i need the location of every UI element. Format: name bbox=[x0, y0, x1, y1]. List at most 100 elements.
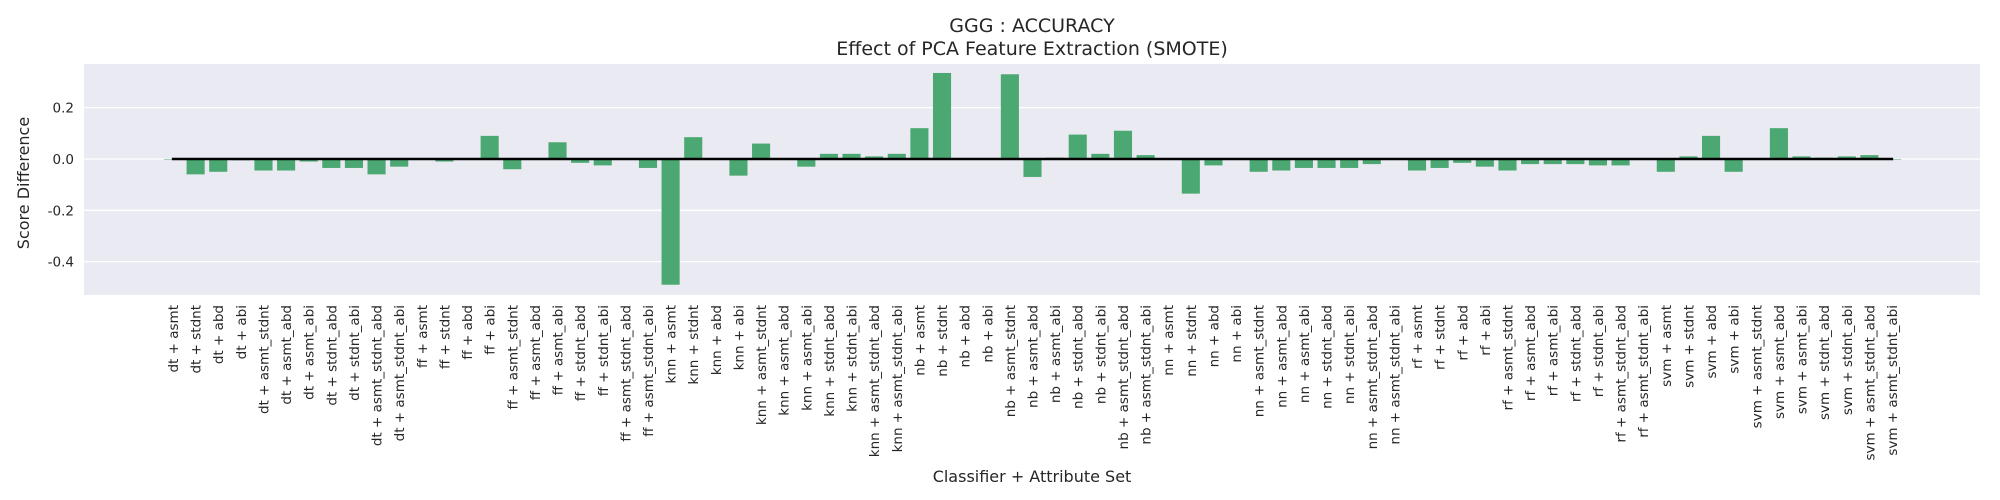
bar bbox=[1272, 158, 1291, 171]
x-tick-label: nn + stdnt_abd bbox=[1320, 305, 1336, 409]
bar bbox=[548, 142, 567, 159]
bar bbox=[842, 153, 861, 159]
x-tick-label: nb + stdnt_abd bbox=[1071, 305, 1087, 409]
x-tick-label: ff + asmt_stdnt_abi bbox=[641, 305, 657, 437]
bar bbox=[503, 158, 522, 170]
bar bbox=[1679, 156, 1698, 159]
x-tick-label: svm + abi bbox=[1727, 305, 1743, 374]
x-tick-label: dt + asmt_abd bbox=[279, 305, 295, 405]
bar bbox=[819, 153, 838, 159]
x-tick-label: nn + asmt_stdnt bbox=[1252, 305, 1268, 417]
bar bbox=[1000, 74, 1019, 159]
x-tick-label: svm + asmt_abd bbox=[1772, 305, 1788, 419]
x-tick-label: knn + asmt_stdnt_abd bbox=[867, 305, 883, 457]
bar bbox=[1091, 153, 1110, 159]
bar bbox=[932, 72, 952, 159]
x-tick-label: knn + abd bbox=[709, 305, 725, 375]
x-tick-label: dt + asmt_stdnt_abi bbox=[392, 305, 408, 441]
bar bbox=[209, 158, 228, 172]
x-tick-label: nb + asmt_abi bbox=[1048, 305, 1064, 403]
x-tick-label: svm + asmt_stdnt_abi bbox=[1885, 305, 1901, 456]
x-tick-label: knn + asmt_abi bbox=[799, 305, 815, 411]
y-tick-label: 0.0 bbox=[53, 152, 74, 168]
bar bbox=[1317, 158, 1336, 168]
x-tick-label: knn + asmt_stdnt_abi bbox=[890, 305, 906, 452]
bar bbox=[910, 128, 929, 159]
bar bbox=[638, 158, 658, 168]
x-tick-label: nn + stdnt bbox=[1184, 305, 1200, 377]
x-tick-label: nb + asmt bbox=[912, 305, 928, 376]
bar bbox=[322, 158, 341, 168]
bar bbox=[1611, 158, 1630, 166]
bar bbox=[299, 158, 318, 162]
x-tick-label: ff + asmt bbox=[415, 305, 431, 368]
bar bbox=[1543, 158, 1562, 165]
x-tick-label: rf + abd bbox=[1455, 305, 1471, 361]
x-tick-label: knn + asmt bbox=[664, 305, 680, 384]
bar bbox=[254, 158, 273, 171]
bar bbox=[797, 158, 816, 167]
x-tick-label: rf + asmt_abi bbox=[1546, 305, 1562, 396]
bar bbox=[435, 158, 454, 162]
bar bbox=[1340, 158, 1359, 168]
bar bbox=[1588, 158, 1608, 166]
bar bbox=[344, 158, 363, 168]
bar bbox=[1023, 158, 1042, 177]
bar bbox=[593, 158, 612, 166]
x-tick-label: svm + abd bbox=[1704, 305, 1720, 378]
x-tick-label: dt + asmt_abi bbox=[302, 305, 318, 400]
bar bbox=[1860, 155, 1879, 159]
bar bbox=[752, 143, 771, 159]
y-tick-label: -0.2 bbox=[48, 203, 74, 219]
bar bbox=[1475, 158, 1494, 167]
bar bbox=[729, 158, 748, 176]
bar bbox=[1407, 158, 1427, 171]
bar bbox=[1113, 130, 1133, 159]
bar bbox=[1769, 128, 1788, 159]
x-tick-label: dt + abi bbox=[234, 305, 250, 359]
x-tick-label: nn + asmt_abi bbox=[1297, 305, 1313, 403]
x-tick-label: nb + asmt_stdnt_abd bbox=[1116, 305, 1132, 449]
x-tick-label: nn + asmt_abd bbox=[1274, 305, 1290, 408]
x-tick-label: rf + asmt bbox=[1410, 305, 1426, 369]
x-tick-label: nn + abd bbox=[1206, 305, 1222, 367]
bar bbox=[1181, 158, 1200, 194]
x-tick-label: ff + stdnt_abd bbox=[573, 305, 589, 401]
y-tick-label: -0.4 bbox=[48, 255, 74, 271]
x-tick-label: ff + stdnt bbox=[437, 305, 453, 369]
x-tick-label: knn + asmt_abd bbox=[777, 305, 793, 416]
x-tick-label: rf + abi bbox=[1478, 305, 1494, 356]
x-tick-label: knn + stdnt_abd bbox=[822, 305, 838, 417]
plot-background bbox=[84, 64, 1980, 295]
bar bbox=[684, 137, 703, 159]
x-tick-label: svm + asmt_stdnt_abd bbox=[1862, 305, 1878, 460]
bar bbox=[480, 135, 499, 159]
x-axis-label: Classifier + Attribute Set bbox=[933, 467, 1132, 486]
x-tick-label: ff + asmt_stdnt_abd bbox=[618, 305, 634, 442]
x-tick-label: svm + stdnt bbox=[1681, 305, 1697, 388]
x-tick-label: svm + stdnt_abd bbox=[1817, 305, 1833, 420]
x-tick-label: nb + asmt_stdnt_abi bbox=[1139, 305, 1155, 445]
x-tick-label: knn + stdnt_abi bbox=[845, 305, 861, 412]
bar bbox=[661, 158, 680, 285]
y-axis-label: Score Difference bbox=[14, 117, 33, 249]
x-tick-label: nb + abd bbox=[958, 305, 974, 367]
x-tick-label: nb + asmt_abd bbox=[1026, 305, 1042, 408]
x-tick-label: knn + abi bbox=[731, 305, 747, 370]
x-tick-label: ff + stdnt_abi bbox=[596, 305, 612, 396]
x-tick-label: knn + stdnt bbox=[686, 305, 702, 385]
bar bbox=[1249, 158, 1268, 172]
bar bbox=[887, 153, 906, 159]
bar bbox=[1362, 158, 1381, 165]
bar bbox=[1566, 158, 1585, 165]
y-tick-label: 0.2 bbox=[53, 101, 74, 117]
x-tick-label: dt + stdnt bbox=[189, 305, 205, 374]
x-tick-label: nn + abi bbox=[1229, 305, 1245, 363]
bar bbox=[1430, 158, 1449, 168]
bar bbox=[1521, 158, 1540, 165]
x-tick-label: nn + asmt_stdnt_abd bbox=[1365, 305, 1381, 449]
x-tick-label: rf + asmt_stdnt_abd bbox=[1614, 305, 1630, 443]
x-tick-label: ff + abd bbox=[460, 305, 476, 360]
x-tick-label: rf + stdnt_abd bbox=[1568, 305, 1584, 402]
